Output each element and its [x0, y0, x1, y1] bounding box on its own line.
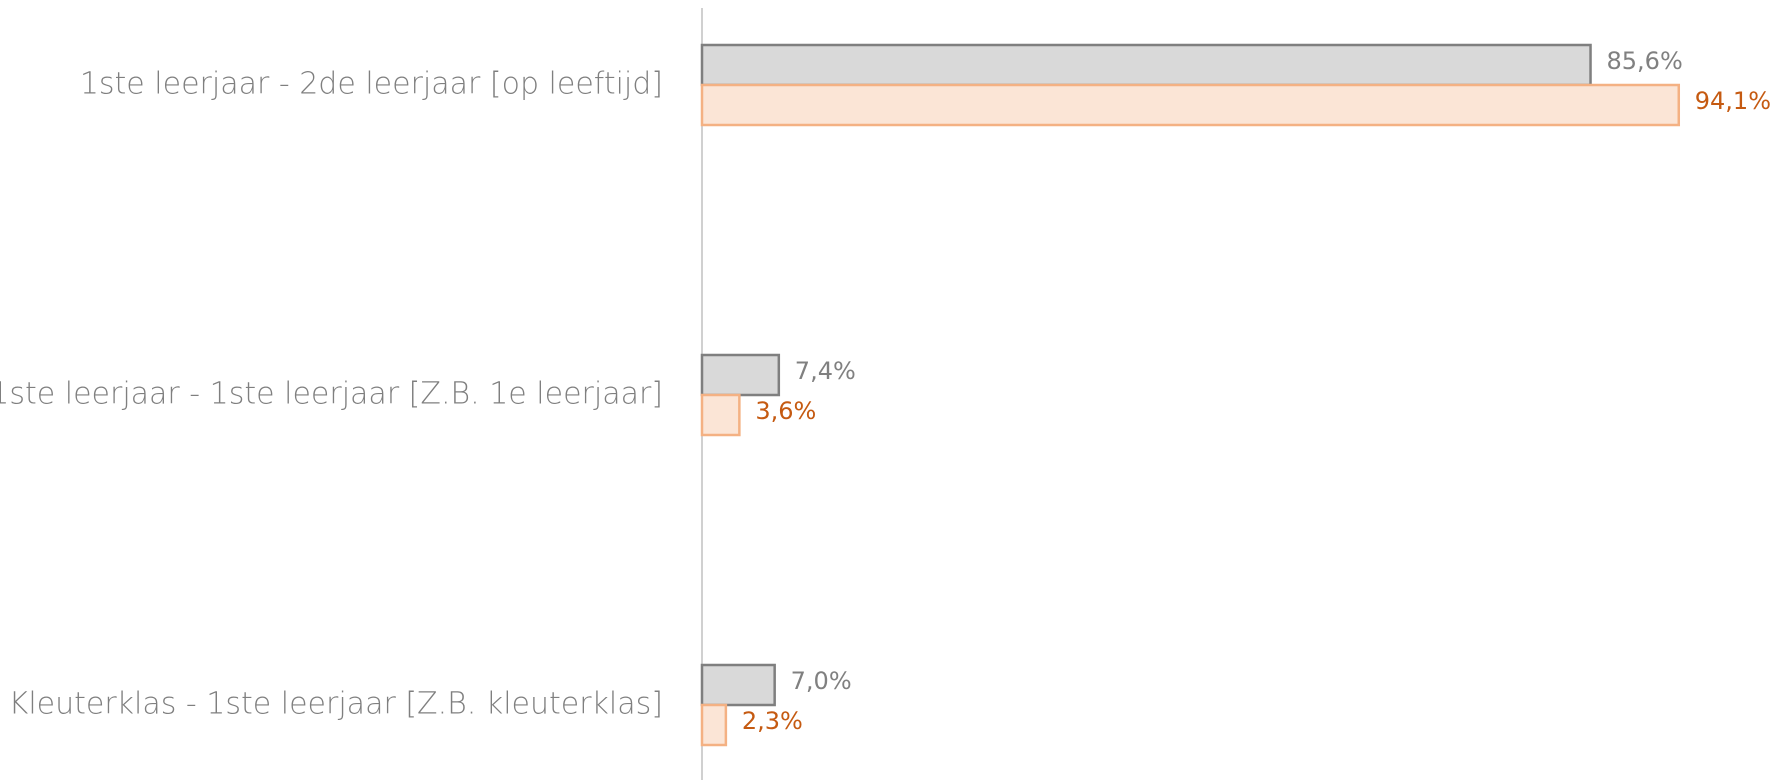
value-label: 85,6%	[1607, 47, 1683, 75]
bar	[700, 83, 1681, 127]
value-label: 2,3%	[742, 707, 803, 735]
category-label: Kleuterklas - 1ste leerjaar [Z.B. kleute…	[9, 687, 663, 722]
category-label: 1ste leerjaar - 1ste leerjaar [Z.B. 1e l…	[0, 377, 663, 412]
category-label: 1ste leerjaar - 2de leerjaar [op leeftij…	[80, 67, 663, 102]
bar	[700, 353, 781, 397]
bar	[700, 663, 776, 707]
value-label: 7,0%	[791, 667, 852, 695]
value-label: 7,4%	[795, 357, 856, 385]
bar	[700, 393, 741, 437]
bar	[700, 703, 728, 747]
bar	[700, 43, 1592, 87]
value-label: 3,6%	[755, 397, 816, 425]
value-label: 94,1%	[1695, 87, 1771, 115]
